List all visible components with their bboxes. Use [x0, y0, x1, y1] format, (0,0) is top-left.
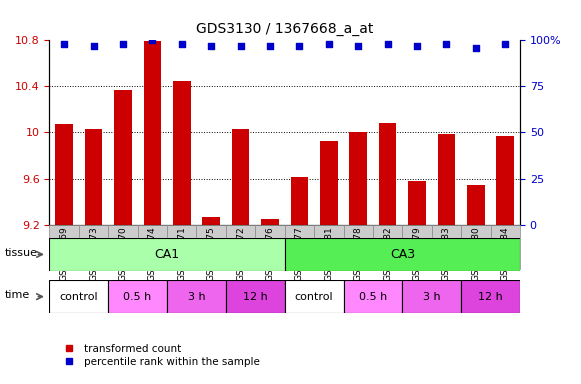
Text: GDS3130 / 1367668_a_at: GDS3130 / 1367668_a_at	[196, 23, 374, 36]
Bar	[403, 225, 432, 269]
Text: GSM154480: GSM154480	[471, 226, 480, 281]
Bar	[379, 123, 396, 225]
Bar	[320, 141, 338, 225]
Bar	[108, 280, 167, 313]
Text: 12 h: 12 h	[478, 291, 503, 302]
Text: GSM154482: GSM154482	[383, 226, 392, 281]
Point	[89, 43, 98, 49]
Text: GSM154473: GSM154473	[89, 226, 98, 281]
Text: 12 h: 12 h	[243, 291, 268, 302]
Text: GSM154479: GSM154479	[413, 226, 422, 281]
Text: GSM154484: GSM154484	[501, 226, 510, 281]
Bar	[437, 134, 456, 225]
Bar	[173, 81, 191, 225]
Bar	[55, 124, 73, 225]
Point	[383, 41, 392, 47]
Text: GSM154470: GSM154470	[119, 226, 127, 281]
Bar	[196, 225, 226, 269]
Bar	[314, 225, 343, 269]
Bar	[285, 225, 314, 269]
Bar	[285, 238, 520, 271]
Bar	[226, 280, 285, 313]
Text: 0.5 h: 0.5 h	[359, 291, 387, 302]
Bar	[114, 90, 132, 225]
Bar	[343, 280, 403, 313]
Text: GSM154472: GSM154472	[236, 226, 245, 281]
Bar	[349, 132, 367, 225]
Bar	[461, 225, 490, 269]
Bar	[85, 129, 102, 225]
Bar	[467, 185, 485, 225]
Bar	[167, 225, 196, 269]
Point	[119, 41, 128, 47]
Text: 3 h: 3 h	[188, 291, 205, 302]
Point	[206, 43, 216, 49]
Bar	[79, 225, 108, 269]
Text: GSM154483: GSM154483	[442, 226, 451, 281]
Text: GSM154476: GSM154476	[266, 226, 274, 281]
Point	[295, 43, 304, 49]
Point	[148, 37, 157, 43]
Text: GSM154481: GSM154481	[324, 226, 333, 281]
Bar	[496, 136, 514, 225]
Text: tissue: tissue	[5, 248, 38, 258]
Bar	[255, 225, 285, 269]
Bar	[167, 280, 226, 313]
Point	[442, 41, 451, 47]
Bar	[402, 280, 461, 313]
Point	[471, 45, 480, 51]
Text: GSM154478: GSM154478	[354, 226, 363, 281]
Bar	[432, 225, 461, 269]
Point	[59, 41, 69, 47]
Bar	[138, 225, 167, 269]
Bar	[343, 225, 373, 269]
Bar	[108, 225, 138, 269]
Point	[266, 43, 275, 49]
Point	[354, 43, 363, 49]
Point	[236, 43, 245, 49]
Bar	[290, 177, 309, 225]
Text: GSM154475: GSM154475	[207, 226, 216, 281]
Bar	[373, 225, 402, 269]
Bar	[202, 217, 220, 225]
Point	[413, 43, 422, 49]
Point	[324, 41, 333, 47]
Bar	[144, 41, 161, 225]
Text: 3 h: 3 h	[423, 291, 440, 302]
Bar	[461, 280, 520, 313]
Bar	[285, 280, 343, 313]
Point	[501, 41, 510, 47]
Bar	[49, 238, 285, 271]
Text: GSM154471: GSM154471	[177, 226, 187, 281]
Bar	[408, 181, 426, 225]
Text: GSM154474: GSM154474	[148, 226, 157, 281]
Legend: transformed count, percentile rank within the sample: transformed count, percentile rank withi…	[55, 340, 264, 371]
Bar	[490, 225, 520, 269]
Text: control: control	[59, 291, 98, 302]
Bar	[261, 219, 279, 225]
Text: CA3: CA3	[390, 248, 415, 261]
Text: control: control	[295, 291, 333, 302]
Text: time: time	[5, 290, 30, 300]
Point	[177, 41, 187, 47]
Text: 0.5 h: 0.5 h	[124, 291, 152, 302]
Bar	[226, 225, 255, 269]
Text: GSM154477: GSM154477	[295, 226, 304, 281]
Bar	[49, 225, 79, 269]
Text: GSM154469: GSM154469	[60, 226, 69, 281]
Bar	[49, 280, 108, 313]
Bar	[232, 129, 249, 225]
Text: CA1: CA1	[155, 248, 180, 261]
